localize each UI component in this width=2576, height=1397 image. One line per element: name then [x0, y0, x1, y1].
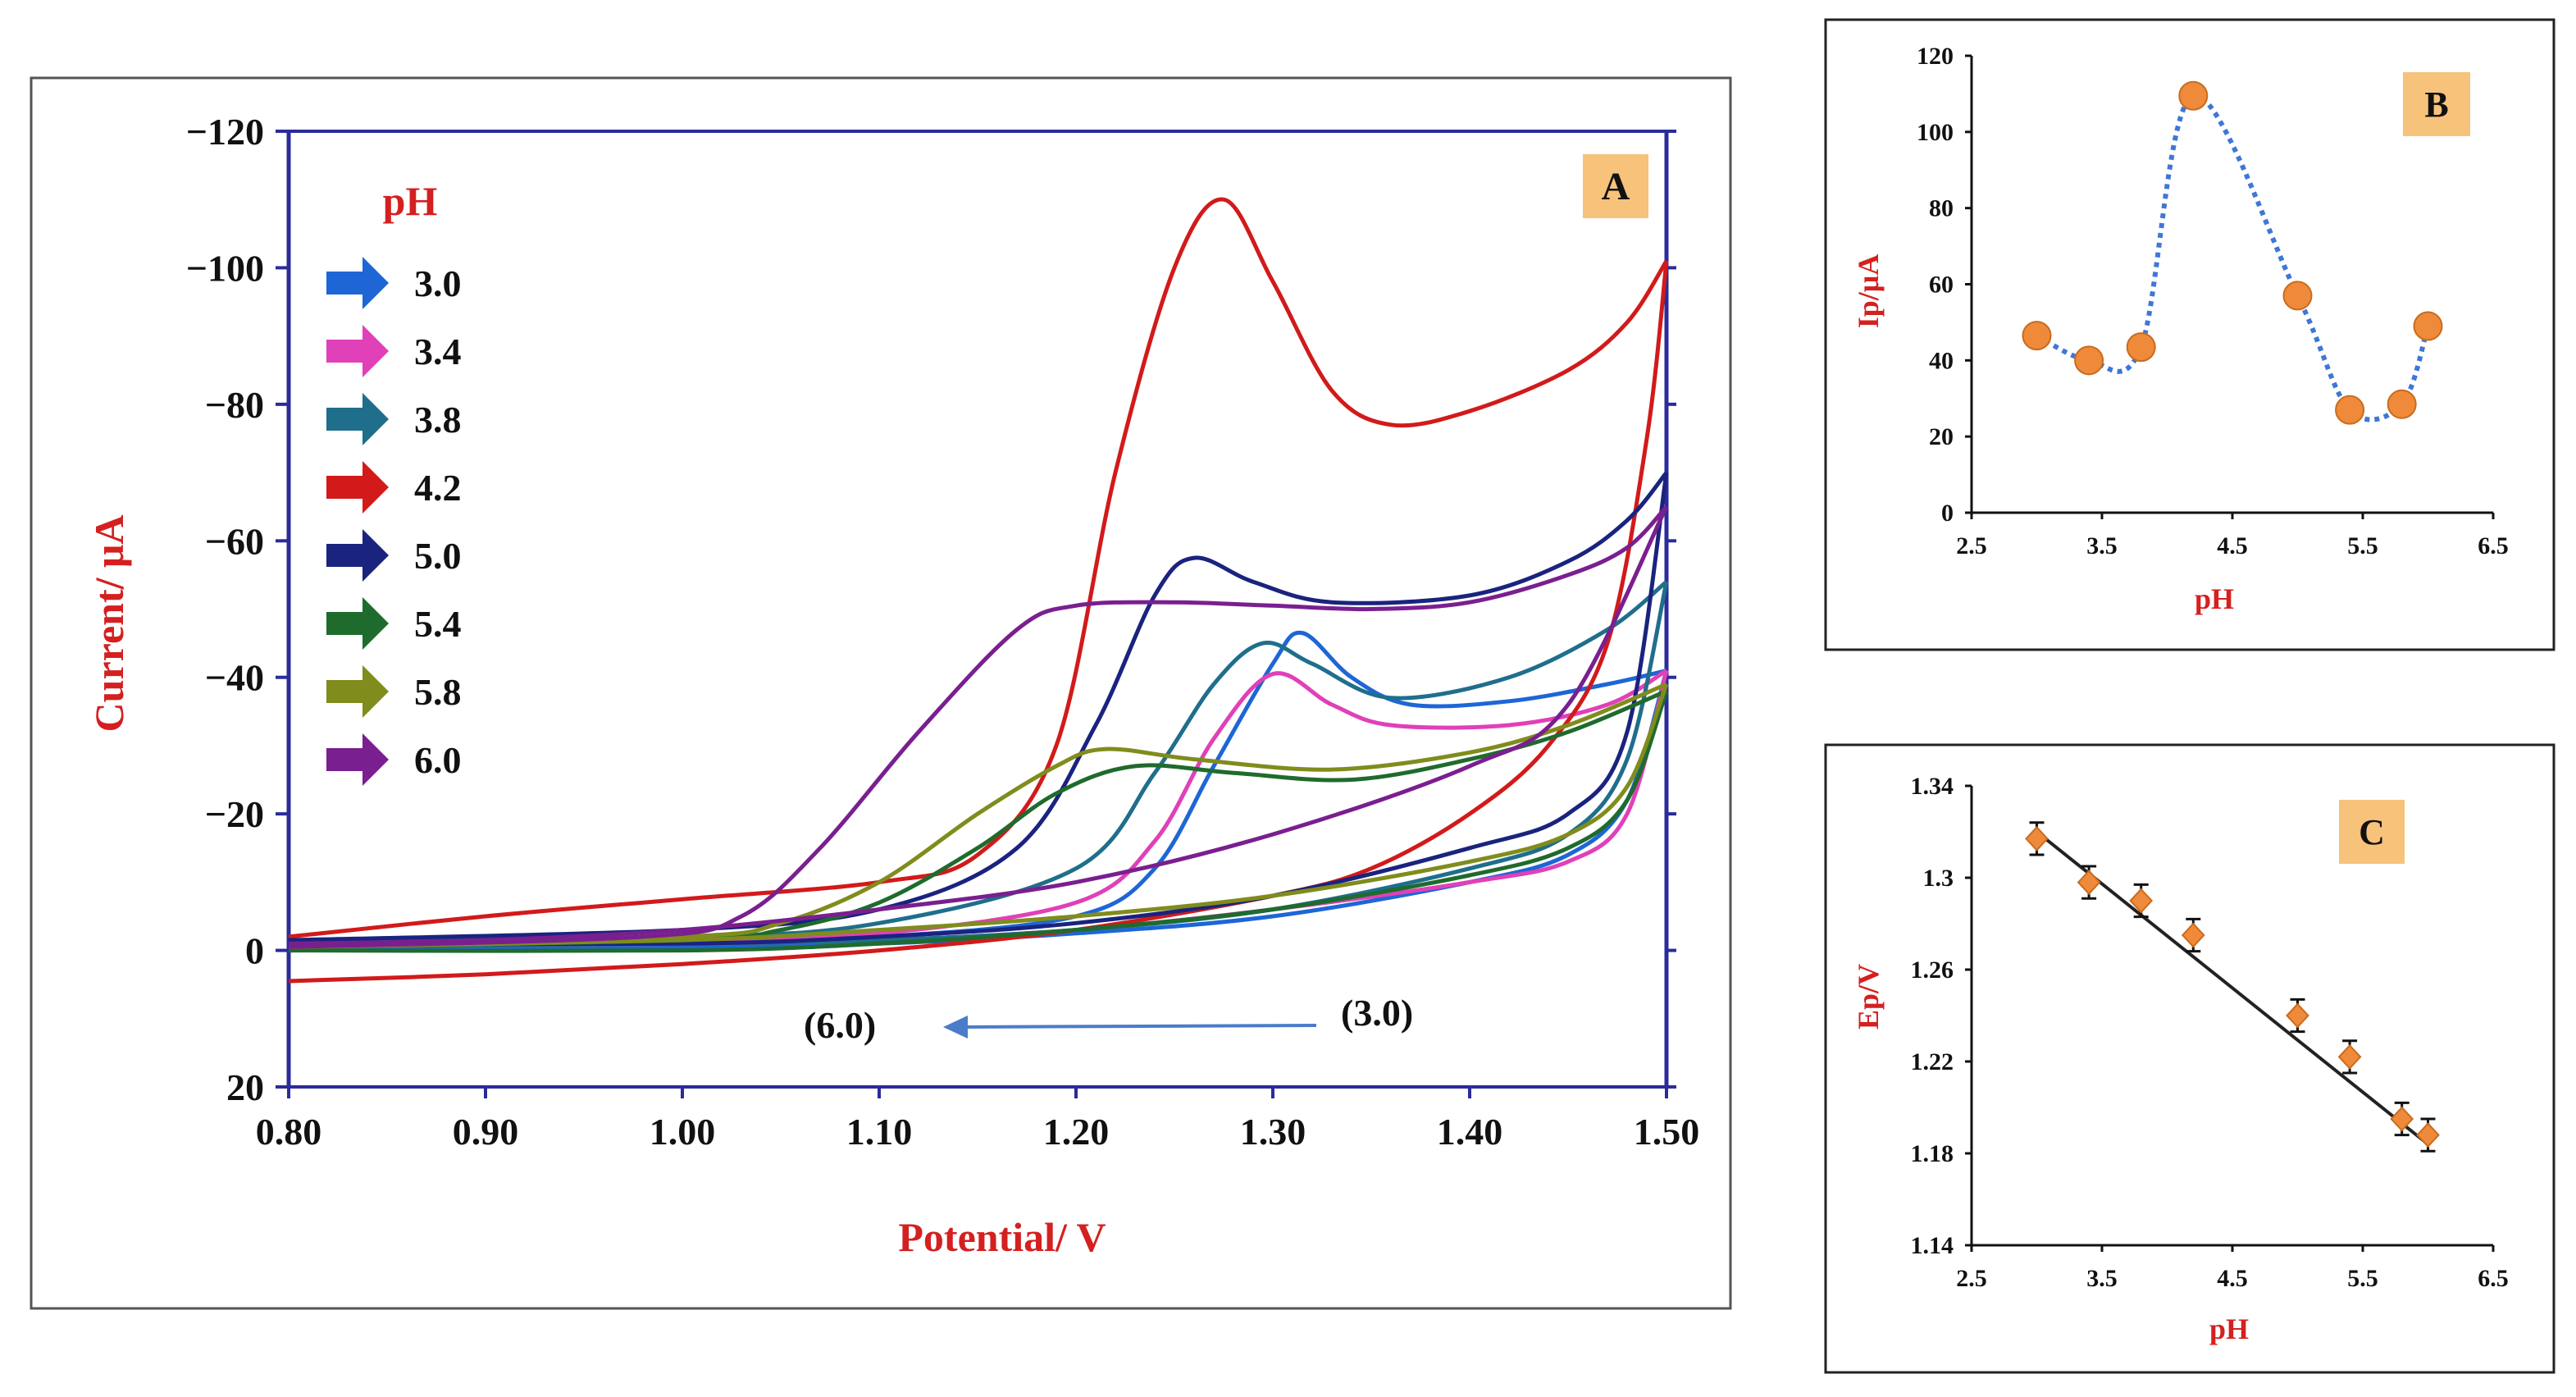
y-axis-title-b: Ip/μA	[1852, 254, 1885, 328]
annotation-arrow-shaft	[960, 1025, 1316, 1027]
badge-b-label: B	[2424, 84, 2448, 125]
legend-label-ph: 5.0	[414, 535, 462, 577]
y-tick-label-a: −20	[205, 793, 264, 835]
y-tick-label-a: 0	[245, 930, 264, 972]
data-point-b	[2414, 313, 2442, 340]
x-tick-label-c: 6.5	[2478, 1265, 2509, 1292]
legend-label-ph: 5.8	[414, 671, 462, 713]
y-tick-label-c: 1.22	[1911, 1048, 1954, 1075]
x-tick-label-c: 5.5	[2347, 1265, 2378, 1292]
x-axis-title-c: pH	[2209, 1313, 2249, 1345]
data-point-b	[2284, 281, 2312, 309]
x-tick-label-b: 3.5	[2086, 532, 2118, 559]
x-tick-label-a: 1.50	[1634, 1111, 1700, 1153]
y-axis-title-c: Ep/V	[1852, 964, 1885, 1029]
x-tick-label-a: 0.80	[256, 1111, 322, 1153]
x-tick-label-a: 1.30	[1240, 1111, 1306, 1153]
x-axis-title-b: pH	[2195, 582, 2234, 615]
x-tick-label-c: 3.5	[2086, 1265, 2118, 1292]
x-tick-label-a: 1.00	[650, 1111, 716, 1153]
y-tick-label-b: 80	[1929, 195, 1954, 222]
data-point-b	[2336, 396, 2364, 424]
x-tick-label-c: 2.5	[1956, 1265, 1987, 1292]
badge-a-label: A	[1602, 165, 1630, 208]
x-tick-label-a: 1.20	[1043, 1111, 1110, 1153]
y-tick-label-c: 1.14	[1911, 1232, 1954, 1259]
data-point-b	[2388, 390, 2416, 418]
data-point-b	[2179, 82, 2207, 110]
y-axis-title-a: Current/ μA	[86, 515, 132, 733]
y-tick-label-c: 1.34	[1911, 773, 1954, 800]
y-tick-label-a: 20	[226, 1066, 264, 1108]
legend-label-ph: 3.0	[414, 263, 462, 304]
x-tick-label-c: 4.5	[2217, 1265, 2248, 1292]
y-tick-label-b: 20	[1929, 423, 1954, 450]
x-tick-label-b: 5.5	[2347, 532, 2378, 559]
legend-label-ph: 3.8	[414, 399, 462, 441]
x-tick-label-b: 2.5	[1956, 532, 1987, 559]
annotation-from: (3.0)	[1341, 992, 1413, 1034]
legend-label-ph: 5.4	[414, 603, 462, 645]
y-tick-label-a: −40	[205, 657, 264, 699]
x-tick-label-a: 0.90	[453, 1111, 519, 1153]
legend-label-ph: 3.4	[414, 331, 462, 372]
y-tick-label-b: 60	[1929, 272, 1954, 299]
y-tick-label-b: 0	[1941, 500, 1954, 527]
y-tick-label-b: 120	[1917, 43, 1954, 70]
y-tick-label-b: 40	[1929, 347, 1954, 374]
x-tick-label-a: 1.40	[1437, 1111, 1503, 1153]
y-tick-label-c: 1.3	[1923, 865, 1954, 892]
data-point-b	[2023, 322, 2051, 349]
y-tick-label-a: −100	[186, 247, 264, 289]
x-tick-label-a: 1.10	[846, 1111, 913, 1153]
y-tick-label-c: 1.26	[1911, 956, 1954, 984]
legend-title-a: pH	[383, 178, 438, 224]
data-point-b	[2075, 346, 2103, 374]
y-tick-label-a: −120	[186, 111, 264, 153]
figure-canvas: 0.80 0.90 1.00 1.10 1.20 1.30 1.40 1.50−120−100…	[0, 0, 2576, 1397]
x-tick-label-b: 4.5	[2217, 532, 2248, 559]
annotation-to: (6.0)	[804, 1004, 876, 1046]
y-tick-label-a: −80	[205, 384, 264, 426]
legend-label-ph: 4.2	[414, 467, 462, 509]
x-axis-title-a: Potential/ V	[898, 1214, 1106, 1260]
x-tick-label-b: 6.5	[2478, 532, 2509, 559]
y-tick-label-a: −60	[205, 520, 264, 562]
y-tick-label-c: 1.18	[1911, 1140, 1954, 1167]
data-point-b	[2127, 333, 2155, 361]
badge-c-label: C	[2359, 812, 2385, 852]
y-tick-label-b: 100	[1917, 119, 1954, 146]
legend-label-ph: 6.0	[414, 739, 462, 781]
